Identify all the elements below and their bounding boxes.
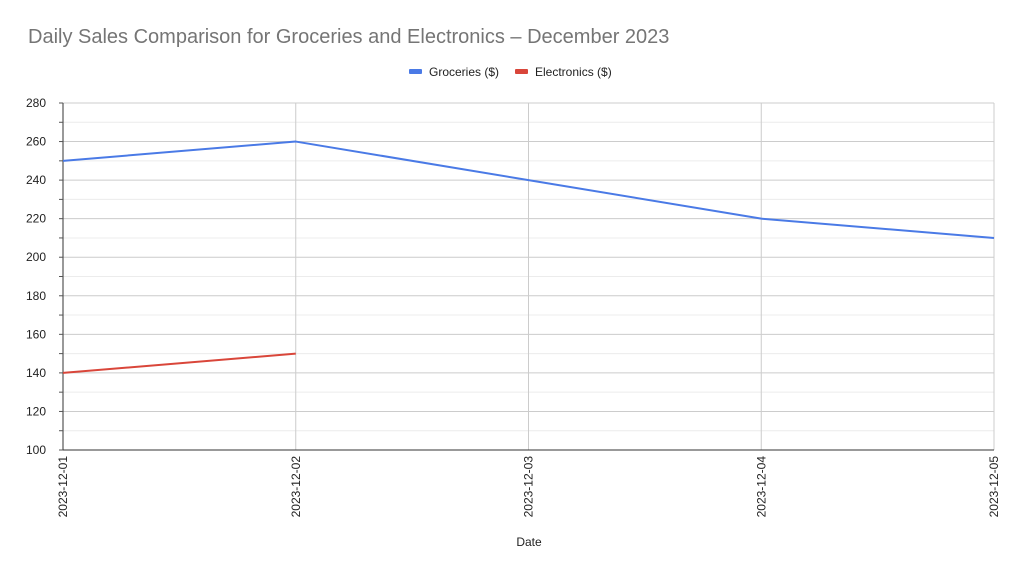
legend-item-groceries[interactable]: Groceries ($) bbox=[409, 65, 499, 79]
x-axis-ticks: 2023-12-01 2023-12-02 2023-12-03 2023-12-04… bbox=[56, 456, 1001, 518]
legend: Groceries ($) Electronics ($) bbox=[409, 65, 612, 79]
y-tick-label: 180 bbox=[26, 289, 46, 303]
legend-swatch-groceries bbox=[409, 69, 422, 74]
y-tick-label: 200 bbox=[26, 250, 46, 264]
y-tick-label: 260 bbox=[26, 135, 46, 149]
y-tick-label: 160 bbox=[26, 327, 46, 341]
y-axis-ticks: 100 120 140 160 180 200 220 240 260 280 bbox=[26, 96, 63, 457]
y-tick-label: 280 bbox=[26, 96, 46, 110]
legend-item-electronics[interactable]: Electronics ($) bbox=[515, 65, 612, 79]
x-tick-label: 2023-12-03 bbox=[522, 456, 536, 518]
y-tick-label: 140 bbox=[26, 366, 46, 380]
x-tick-label: 2023-12-01 bbox=[56, 456, 70, 518]
y-tick-label: 240 bbox=[26, 173, 46, 187]
y-tick-label: 220 bbox=[26, 212, 46, 226]
legend-swatch-electronics bbox=[515, 69, 528, 74]
series-line-electronics bbox=[62, 352, 296, 374]
y-tick-label: 100 bbox=[26, 443, 46, 457]
legend-label-electronics: Electronics ($) bbox=[535, 65, 612, 79]
chart-title: Daily Sales Comparison for Groceries and… bbox=[28, 26, 669, 48]
series-line-groceries bbox=[62, 140, 995, 239]
legend-label-groceries: Groceries ($) bbox=[429, 65, 499, 79]
x-tick-label: 2023-12-04 bbox=[754, 456, 768, 518]
x-axis-title: Date bbox=[516, 535, 542, 549]
x-tick-label: 2023-12-05 bbox=[987, 456, 1001, 518]
x-tick-label: 2023-12-02 bbox=[289, 456, 303, 518]
gridlines bbox=[62, 102, 995, 451]
series-layer bbox=[62, 140, 995, 374]
y-tick-label: 120 bbox=[26, 404, 46, 418]
